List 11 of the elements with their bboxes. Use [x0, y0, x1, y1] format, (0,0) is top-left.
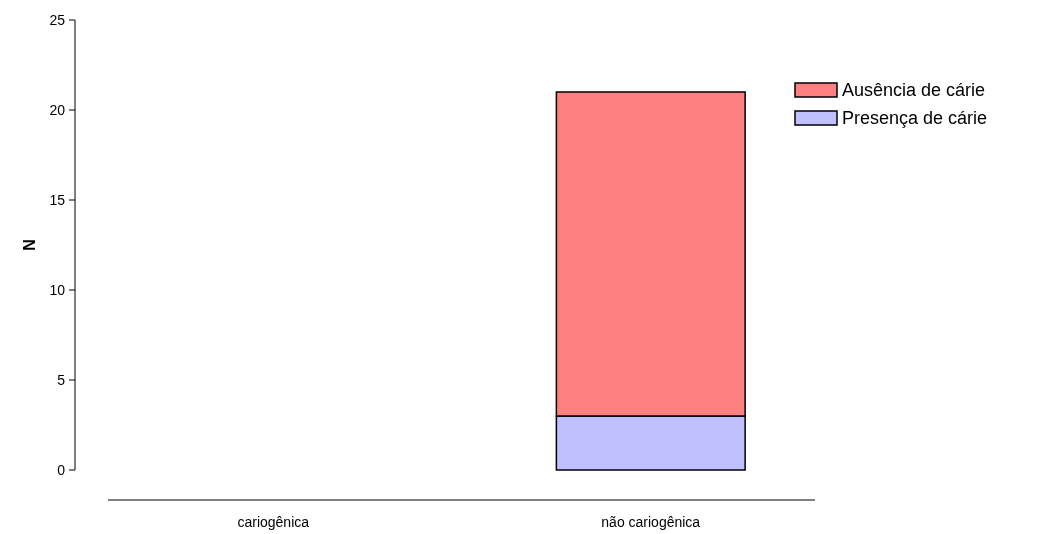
- legend-label: Ausência de cárie: [842, 80, 986, 101]
- y-tick-label: 25: [49, 11, 66, 28]
- legend-label: Presença de cárie: [842, 108, 988, 129]
- y-tick-label: 5: [57, 371, 66, 388]
- y-axis-title: N: [21, 239, 38, 251]
- y-tick-label: 15: [49, 191, 66, 208]
- y-tick-label: 0: [57, 461, 66, 478]
- y-tick-label: 10: [49, 281, 66, 298]
- y-tick-label: 20: [49, 101, 66, 118]
- x-tick-label: cariogênica: [237, 514, 310, 530]
- x-tick-label: não cariogênica: [601, 514, 701, 530]
